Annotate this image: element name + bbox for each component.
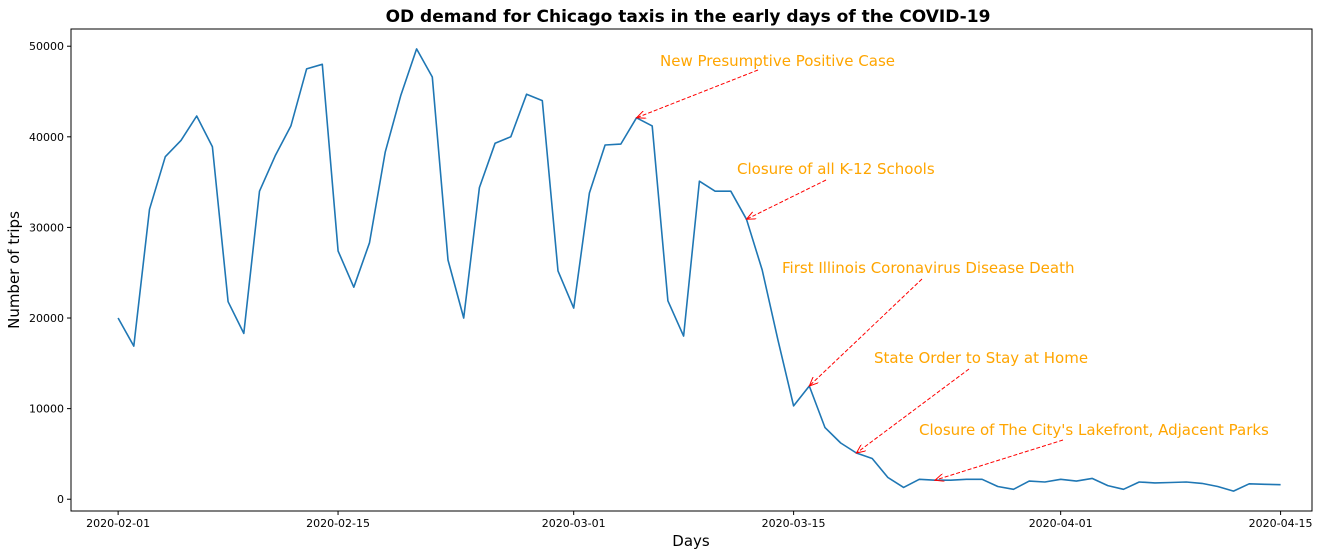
- plot-area-frame: [70, 28, 1313, 512]
- annotation-arrow: [809, 278, 923, 386]
- x-tick-label: 2020-03-15: [762, 517, 826, 530]
- x-axis: 2020-02-01 2020-02-15 2020-03-01 2020-03-15…: [86, 511, 1313, 530]
- y-tick-label: 50000: [29, 40, 64, 53]
- x-tick-label: 2020-02-01: [86, 517, 150, 530]
- annotation-arrow: [935, 439, 1064, 480]
- x-axis-label: Days: [672, 532, 710, 550]
- x-tick-label: 2020-04-01: [1029, 517, 1093, 530]
- y-axis: 0 10000 20000 30000 40000 50000: [29, 40, 71, 506]
- x-tick-label: 2020-02-15: [306, 517, 370, 530]
- annotation-text: State Order to Stay at Home: [874, 349, 1088, 367]
- y-tick-label: 0: [57, 493, 64, 506]
- series-layer: [117, 48, 1281, 492]
- annotation-text: Closure of all K-12 Schools: [737, 160, 935, 178]
- series-line: [117, 48, 1281, 492]
- y-tick-label: 40000: [29, 131, 64, 144]
- annotation-layer: New Presumptive Positive Case Closure of …: [637, 52, 1269, 480]
- y-axis-label: Number of trips: [5, 211, 23, 329]
- annotation-arrow: [746, 179, 827, 219]
- annotation-arrow: [637, 69, 759, 118]
- annotation-text: New Presumptive Positive Case: [660, 52, 895, 70]
- chart-title: OD demand for Chicago taxis in the early…: [386, 7, 991, 27]
- annotation-arrow: [856, 368, 970, 453]
- x-tick-label: 2020-03-01: [542, 517, 606, 530]
- y-tick-label: 30000: [29, 221, 64, 234]
- x-tick-label: 2020-04-15: [1249, 517, 1313, 530]
- y-tick-label: 20000: [29, 312, 64, 325]
- annotation-text: First Illinois Coronavirus Disease Death: [782, 259, 1075, 277]
- y-tick-label: 10000: [29, 403, 64, 416]
- annotation-text: Closure of The City's Lakefront, Adjacen…: [919, 421, 1269, 439]
